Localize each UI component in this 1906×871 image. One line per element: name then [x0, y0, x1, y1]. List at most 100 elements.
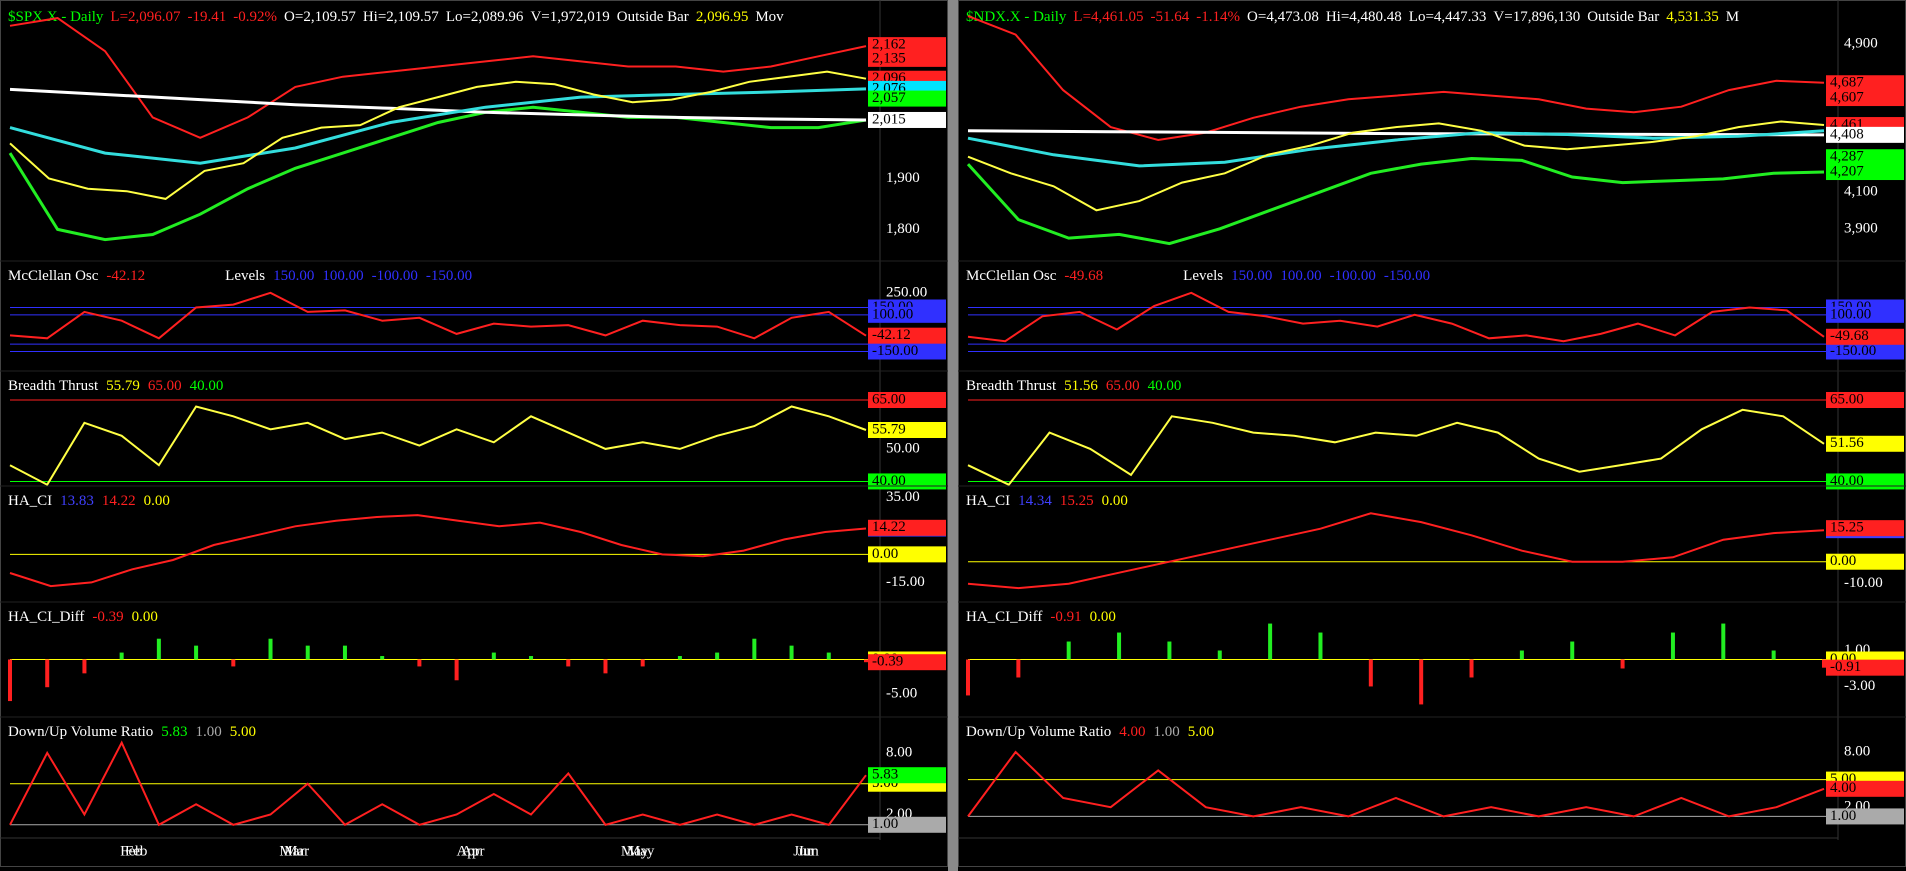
level-reading: 5.00: [230, 724, 256, 740]
histogram-bar: [1620, 659, 1625, 669]
histogram-bar: [491, 652, 496, 660]
histogram-bar: [826, 652, 831, 660]
price-badge: [1826, 75, 1904, 92]
reading-badge-label: 5.83: [872, 767, 898, 783]
reading-badge: [868, 654, 946, 671]
y-tick-label: 4,900: [1844, 35, 1878, 51]
level-badge-label: 65.00: [1830, 391, 1864, 407]
reading-badge: [1826, 659, 1904, 676]
chart-panel: $NDX.X - Daily L=4,461.05 -51.64 -1.14% O=4,…: [120, 0, 1906, 867]
study-line: [9, 740, 867, 827]
header-field: -51.64: [1151, 9, 1190, 25]
study-title: Breadth Thrust: [966, 378, 1057, 394]
y-tick-label: 1,800: [886, 221, 920, 237]
study-line: [967, 750, 1825, 818]
level-badge-label: -150.00: [1830, 343, 1876, 359]
histogram-bar: [8, 659, 12, 702]
y-tick-label: -3.00: [1844, 678, 1875, 694]
histogram-bar: [305, 645, 310, 660]
level-badge: [1826, 391, 1904, 408]
level-reading: -150.00: [426, 268, 472, 284]
histogram-bar: [119, 652, 124, 660]
study-header: HA_CI 14.34 15.25 0.00: [966, 493, 1128, 509]
month-label: Mar: [279, 843, 304, 859]
study-title: HA_CI_Diff: [8, 609, 84, 625]
price-line: [9, 70, 867, 200]
level-reading: 1.00: [1154, 724, 1180, 740]
y-tick-label: 3,900: [1844, 220, 1878, 236]
study-header: Down/Up Volume Ratio 5.83 1.00 5.00: [8, 724, 256, 740]
price-badge-label: 4,607: [1830, 89, 1864, 105]
level-reading: 0.00: [144, 493, 170, 509]
y-tick-label: -10.00: [1844, 575, 1883, 591]
header-field: $NDX.X - Daily: [966, 9, 1067, 25]
chart-panel: $SPX.X - Daily L=2,096.07 -19.41 -0.92% O=2,…: [0, 0, 948, 867]
price-line: [966, 156, 1825, 246]
level-reading: 65.00: [148, 378, 182, 394]
histogram-bar: [82, 659, 87, 674]
price-badge: [868, 37, 946, 54]
level-reading: -100.00: [1330, 268, 1376, 284]
study-header: HA_CI_Diff -0.39 0.00: [8, 609, 158, 625]
histogram-bar: [677, 656, 682, 660]
price-line: [9, 17, 867, 139]
level-reading: 0.00: [1102, 493, 1128, 509]
y-tick-label: 4,100: [1844, 183, 1878, 199]
levels-title: Levels: [1183, 268, 1223, 284]
study-title: Down/Up Volume Ratio: [966, 724, 1111, 740]
histogram-bar: [715, 652, 720, 660]
study-reading: 14.22: [102, 493, 136, 509]
price-badge: [868, 90, 946, 107]
y-tick-label: -5.00: [886, 686, 917, 702]
study-title: Breadth Thrust: [8, 378, 99, 394]
price-line: [967, 129, 1825, 137]
y-tick-label: 8.00: [1844, 743, 1870, 759]
header-field: Hi=4,480.48: [1326, 9, 1402, 25]
histogram-bar: [1318, 632, 1323, 660]
reading-badge-label: 55.79: [872, 421, 906, 437]
header-field: Hi=2,109.57: [363, 9, 439, 25]
level-badge: [868, 546, 946, 563]
header-field: 4,531.35: [1666, 9, 1719, 25]
study-reading: 13.83: [60, 493, 94, 509]
reading-badge: [1826, 435, 1904, 452]
month-label: May: [621, 843, 649, 859]
price-badge: [1826, 164, 1904, 181]
histogram-bar: [268, 638, 273, 660]
header-field: O=2,109.57: [284, 9, 356, 25]
histogram-bar: [1016, 659, 1021, 678]
study-reading: -0.39: [92, 609, 123, 625]
level-badge-label: 0.00: [1830, 553, 1856, 569]
price-badge: [868, 50, 946, 67]
y-tick-label: -15.00: [886, 574, 925, 590]
histogram-bar: [1822, 659, 1826, 668]
price-badge-label: 4,207: [1830, 163, 1864, 179]
month-label: Feb: [125, 843, 148, 859]
price-badge-label: 2,015: [872, 111, 906, 127]
price-line: [8, 105, 867, 242]
study-title: Down/Up Volume Ratio: [8, 724, 153, 740]
histogram-bar: [864, 659, 868, 663]
study-reading: 55.79: [106, 378, 140, 394]
price-badge-label: 4,408: [1830, 126, 1864, 142]
header-field: L=4,461.05: [1073, 9, 1143, 25]
month-label: Feb: [120, 843, 143, 859]
y-tick-label: 50.00: [886, 440, 920, 456]
y-tick-label: 35.00: [886, 489, 920, 505]
panel-frame: [0, 0, 948, 867]
reading-badge: [868, 519, 946, 536]
price-line: [9, 87, 867, 122]
histogram-bar: [752, 638, 757, 660]
header-field: M: [1726, 9, 1739, 25]
level-reading: 1.00: [196, 724, 222, 740]
histogram-bar: [1217, 650, 1222, 660]
histogram-bar: [342, 645, 347, 660]
study-reading: -49.68: [1064, 268, 1103, 284]
reading-badge: [1826, 520, 1904, 537]
reading-badge: [1826, 328, 1904, 345]
histogram-bar: [789, 645, 794, 660]
level-reading: 65.00: [1106, 378, 1140, 394]
histogram-bar: [1670, 632, 1675, 660]
study-reading: 51.56: [1064, 378, 1098, 394]
histogram-bar: [1519, 650, 1524, 660]
